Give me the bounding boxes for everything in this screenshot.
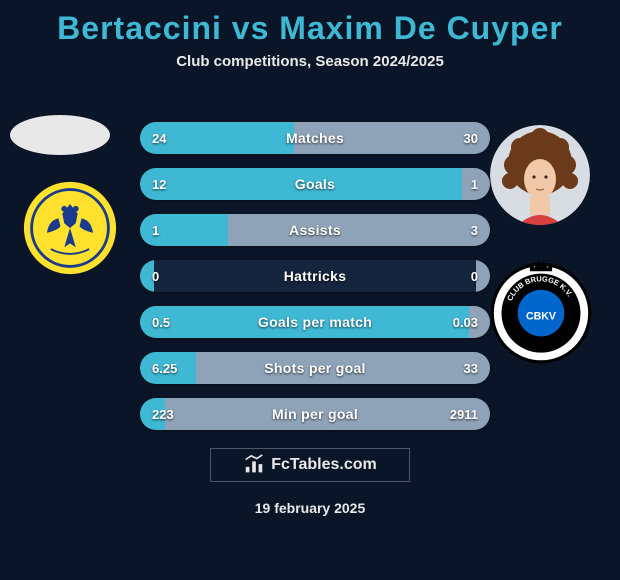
stat-row: Goals per match0.5 0.03 (140, 306, 490, 338)
chart-icon (243, 454, 265, 476)
site-logo: FcTables.com (210, 448, 410, 482)
page-title: Bertaccini vs Maxim De Cuyper (0, 0, 620, 47)
stat-value-left: 1 (140, 214, 171, 246)
site-name: FcTables.com (271, 456, 377, 474)
stat-row: Goals12 1 (140, 168, 490, 200)
stat-label: Goals per match (140, 306, 490, 338)
stat-value-left: 24 (140, 122, 178, 154)
stat-value-right: 3 (459, 214, 490, 246)
player1-avatar (10, 115, 110, 155)
stat-value-right: 2911 (438, 398, 490, 430)
stat-label: Hattricks (140, 260, 490, 292)
stat-row: Hattricks0 0 (140, 260, 490, 292)
subtitle: Club competitions, Season 2024/2025 (0, 53, 620, 70)
stat-value-right: 0.03 (441, 306, 490, 338)
stat-value-right: 30 (452, 122, 490, 154)
stat-row: Assists1 3 (140, 214, 490, 246)
stat-row: Min per goal2232911 (140, 398, 490, 430)
player1-club-crest (22, 180, 118, 276)
stat-value-right: 33 (452, 352, 490, 384)
stat-label: Goals (140, 168, 490, 200)
stat-row: Matches24 30 (140, 122, 490, 154)
stat-label: Matches (140, 122, 490, 154)
shield-icon (22, 180, 118, 276)
stat-value-right: 1 (459, 168, 490, 200)
player2-avatar (490, 125, 590, 225)
stat-value-left: 0.5 (140, 306, 182, 338)
shield-icon: CBKV CLUB BRUGGE K.V. (488, 258, 594, 364)
player2-club-crest: CBKV CLUB BRUGGE K.V. (488, 258, 594, 364)
stat-label: Shots per goal (140, 352, 490, 384)
stat-row: Shots per goal6.25 33 (140, 352, 490, 384)
comparison-bars: Matches2430Goals121Assists13Hattricks00G… (140, 122, 490, 444)
stat-value-left: 0 (140, 260, 171, 292)
stat-label: Assists (140, 214, 490, 246)
stat-value-left: 223 (140, 398, 186, 430)
stat-value-left: 12 (140, 168, 178, 200)
stat-value-left: 6.25 (140, 352, 189, 384)
footer-date: 19 february 2025 (0, 500, 620, 516)
stat-value-right: 0 (459, 260, 490, 292)
svg-text:CBKV: CBKV (526, 310, 556, 322)
